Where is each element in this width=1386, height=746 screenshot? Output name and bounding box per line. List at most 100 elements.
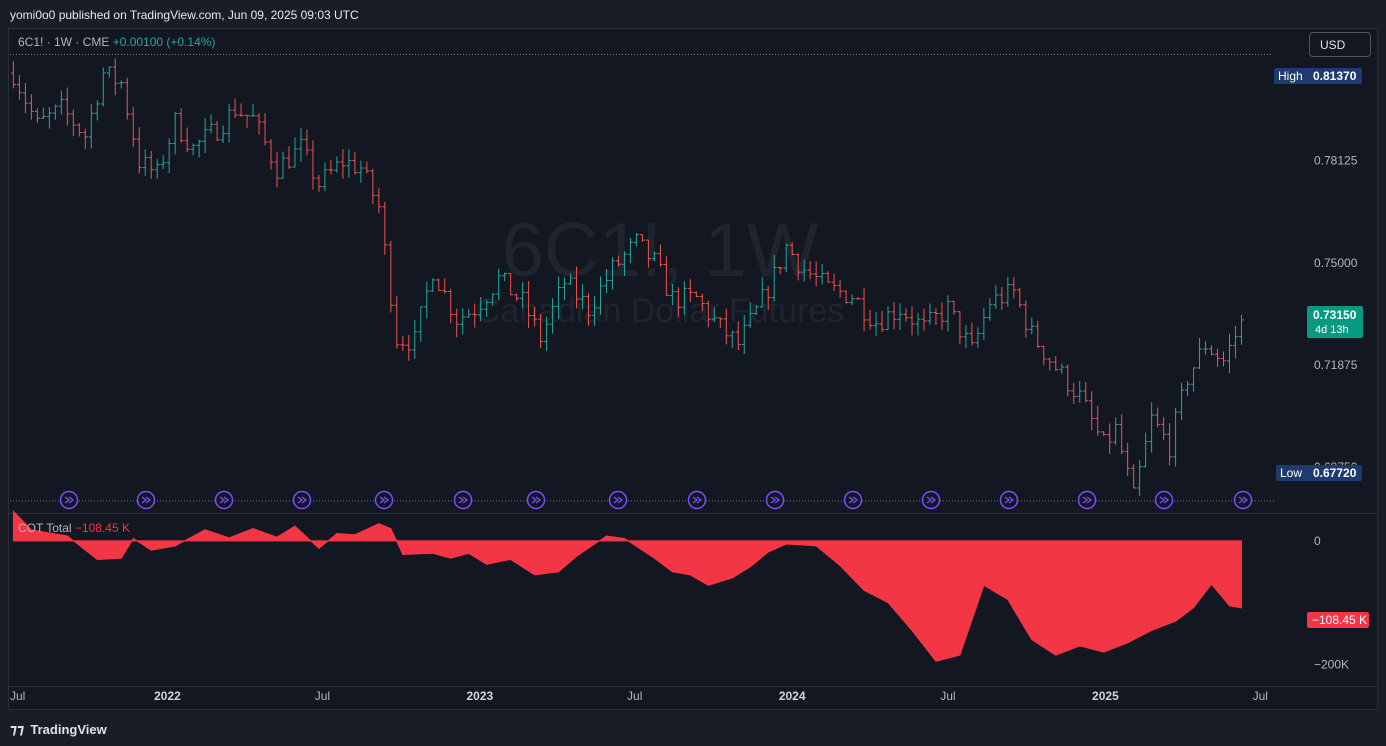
- price-axis-tick: 0.75000: [1314, 256, 1358, 270]
- ohlc-bar: [945, 295, 951, 332]
- ohlc-bar: [855, 297, 861, 300]
- cot-axis-tick: 0: [1314, 534, 1321, 548]
- ohlc-bar: [699, 293, 705, 312]
- ohlc-bar: [142, 149, 148, 176]
- ohlc-bar: [550, 298, 556, 334]
- currency-button[interactable]: USD: [1309, 32, 1371, 57]
- ohlc-bar: [741, 314, 747, 355]
- ohlc-bar: [526, 281, 532, 329]
- ohlc-bar: [831, 273, 837, 292]
- ohlc-bar: [819, 264, 825, 285]
- ohlc-bar: [94, 100, 100, 121]
- ohlc-bar: [1041, 345, 1047, 366]
- ohlc-bar: [466, 308, 472, 318]
- footer-brand: TradingView: [30, 721, 107, 737]
- split-arrow-icon: [1154, 490, 1174, 510]
- ohlc-bar: [58, 90, 64, 115]
- current-price-countdown: 4d 13h: [1315, 324, 1349, 336]
- ohlc-bar: [1149, 402, 1155, 453]
- ohlc-bar: [609, 257, 615, 290]
- low-tag-value: 0.67720: [1313, 466, 1357, 480]
- ohlc-bar: [256, 113, 262, 135]
- low-tag-box: [1276, 465, 1362, 481]
- ohlc-bar: [412, 319, 418, 359]
- ohlc-bar: [562, 277, 568, 301]
- ohlc-bar: [358, 160, 364, 183]
- high-tag-value: 0.81370: [1313, 69, 1357, 83]
- ohlc-bar: [1220, 351, 1226, 367]
- ohlc-bar: [969, 322, 975, 346]
- ohlc-bar: [262, 113, 268, 146]
- cot-value-tag-text: −108.45 K: [1312, 613, 1367, 627]
- ohlc-bar: [879, 310, 885, 333]
- current-price-value: 0.73150: [1313, 308, 1357, 322]
- ohlc-bar: [927, 303, 933, 325]
- ohlc-bar: [16, 75, 22, 100]
- ohlc-bar: [418, 306, 424, 342]
- ohlc-bar: [615, 255, 621, 267]
- ohlc-bar: [112, 58, 118, 96]
- ohlc-bar: [1209, 345, 1215, 356]
- ohlc-bar: [663, 256, 669, 297]
- ohlc-bar: [274, 151, 280, 188]
- ohlc-bar: [280, 151, 286, 179]
- ohlc-bar: [789, 242, 795, 256]
- ohlc-bar: [10, 61, 16, 89]
- ohlc-bar: [238, 103, 244, 117]
- time-axis-tick: Jul: [940, 689, 955, 703]
- ohlc-bar: [1185, 381, 1191, 396]
- ohlc-bar: [568, 273, 574, 285]
- ohlc-bar: [1232, 325, 1238, 359]
- ohlc-bar: [1101, 431, 1107, 436]
- time-axis-tick: Jul: [1253, 689, 1268, 703]
- cot-value-tag: [1307, 612, 1369, 628]
- ohlc-bar: [394, 295, 400, 349]
- ohlc-bar: [190, 143, 196, 156]
- high-tag-label: High: [1278, 69, 1303, 83]
- symbol-legend: 6C1! · 1W · CME +0.00100 (+0.14%): [18, 35, 215, 49]
- time-axis-tick: Jul: [10, 689, 25, 703]
- ohlc-bar: [442, 278, 448, 294]
- ohlc-bar: [975, 327, 981, 348]
- ohlc-bar: [316, 175, 322, 192]
- split-arrow-icon: [999, 490, 1019, 510]
- ohlc-bar: [532, 306, 538, 327]
- ohlc-bar: [364, 161, 370, 174]
- ohlc-bar: [753, 304, 759, 316]
- ohlc-bar: [502, 272, 508, 282]
- ohlc-bar: [454, 308, 460, 338]
- ohlc-bar: [1089, 391, 1095, 431]
- time-axis-tick: Jul: [315, 689, 330, 703]
- ohlc-bar: [891, 301, 897, 330]
- ohlc-bar: [1035, 320, 1041, 349]
- ohlc-bar: [166, 138, 172, 174]
- time-axis-tick: 2023: [466, 689, 493, 703]
- ohlc-bar: [106, 66, 112, 78]
- ohlc-bar: [178, 108, 184, 143]
- ohlc-bar: [1017, 287, 1023, 308]
- ohlc-bar: [220, 125, 226, 143]
- ohlc-bar: [172, 112, 178, 155]
- ohlc-bar: [448, 288, 454, 324]
- ohlc-bar: [933, 308, 939, 325]
- ohlc-bar: [310, 140, 316, 190]
- cot-legend-value: −108.45 K: [74, 521, 130, 535]
- ohlc-bar: [100, 67, 106, 107]
- footer[interactable]: ⁊⁊ TradingView: [10, 719, 107, 739]
- ohlc-bar: [460, 308, 466, 335]
- ohlc-bar: [681, 281, 687, 315]
- split-arrow-icon: [59, 490, 79, 510]
- ohlc-bar: [813, 261, 819, 287]
- ohlc-bar: [987, 298, 993, 321]
- ohlc-bar: [1095, 405, 1101, 436]
- ohlc-bar: [1137, 459, 1143, 496]
- ohlc-bar: [651, 251, 657, 262]
- split-arrow-icon: [374, 490, 394, 510]
- ohlc-bar: [292, 137, 298, 168]
- ohlc-bar: [298, 128, 304, 162]
- split-arrow-icon: [136, 490, 156, 510]
- split-arrow-icon: [214, 490, 234, 510]
- ohlc-bar: [388, 241, 394, 313]
- ohlc-bar: [184, 127, 190, 153]
